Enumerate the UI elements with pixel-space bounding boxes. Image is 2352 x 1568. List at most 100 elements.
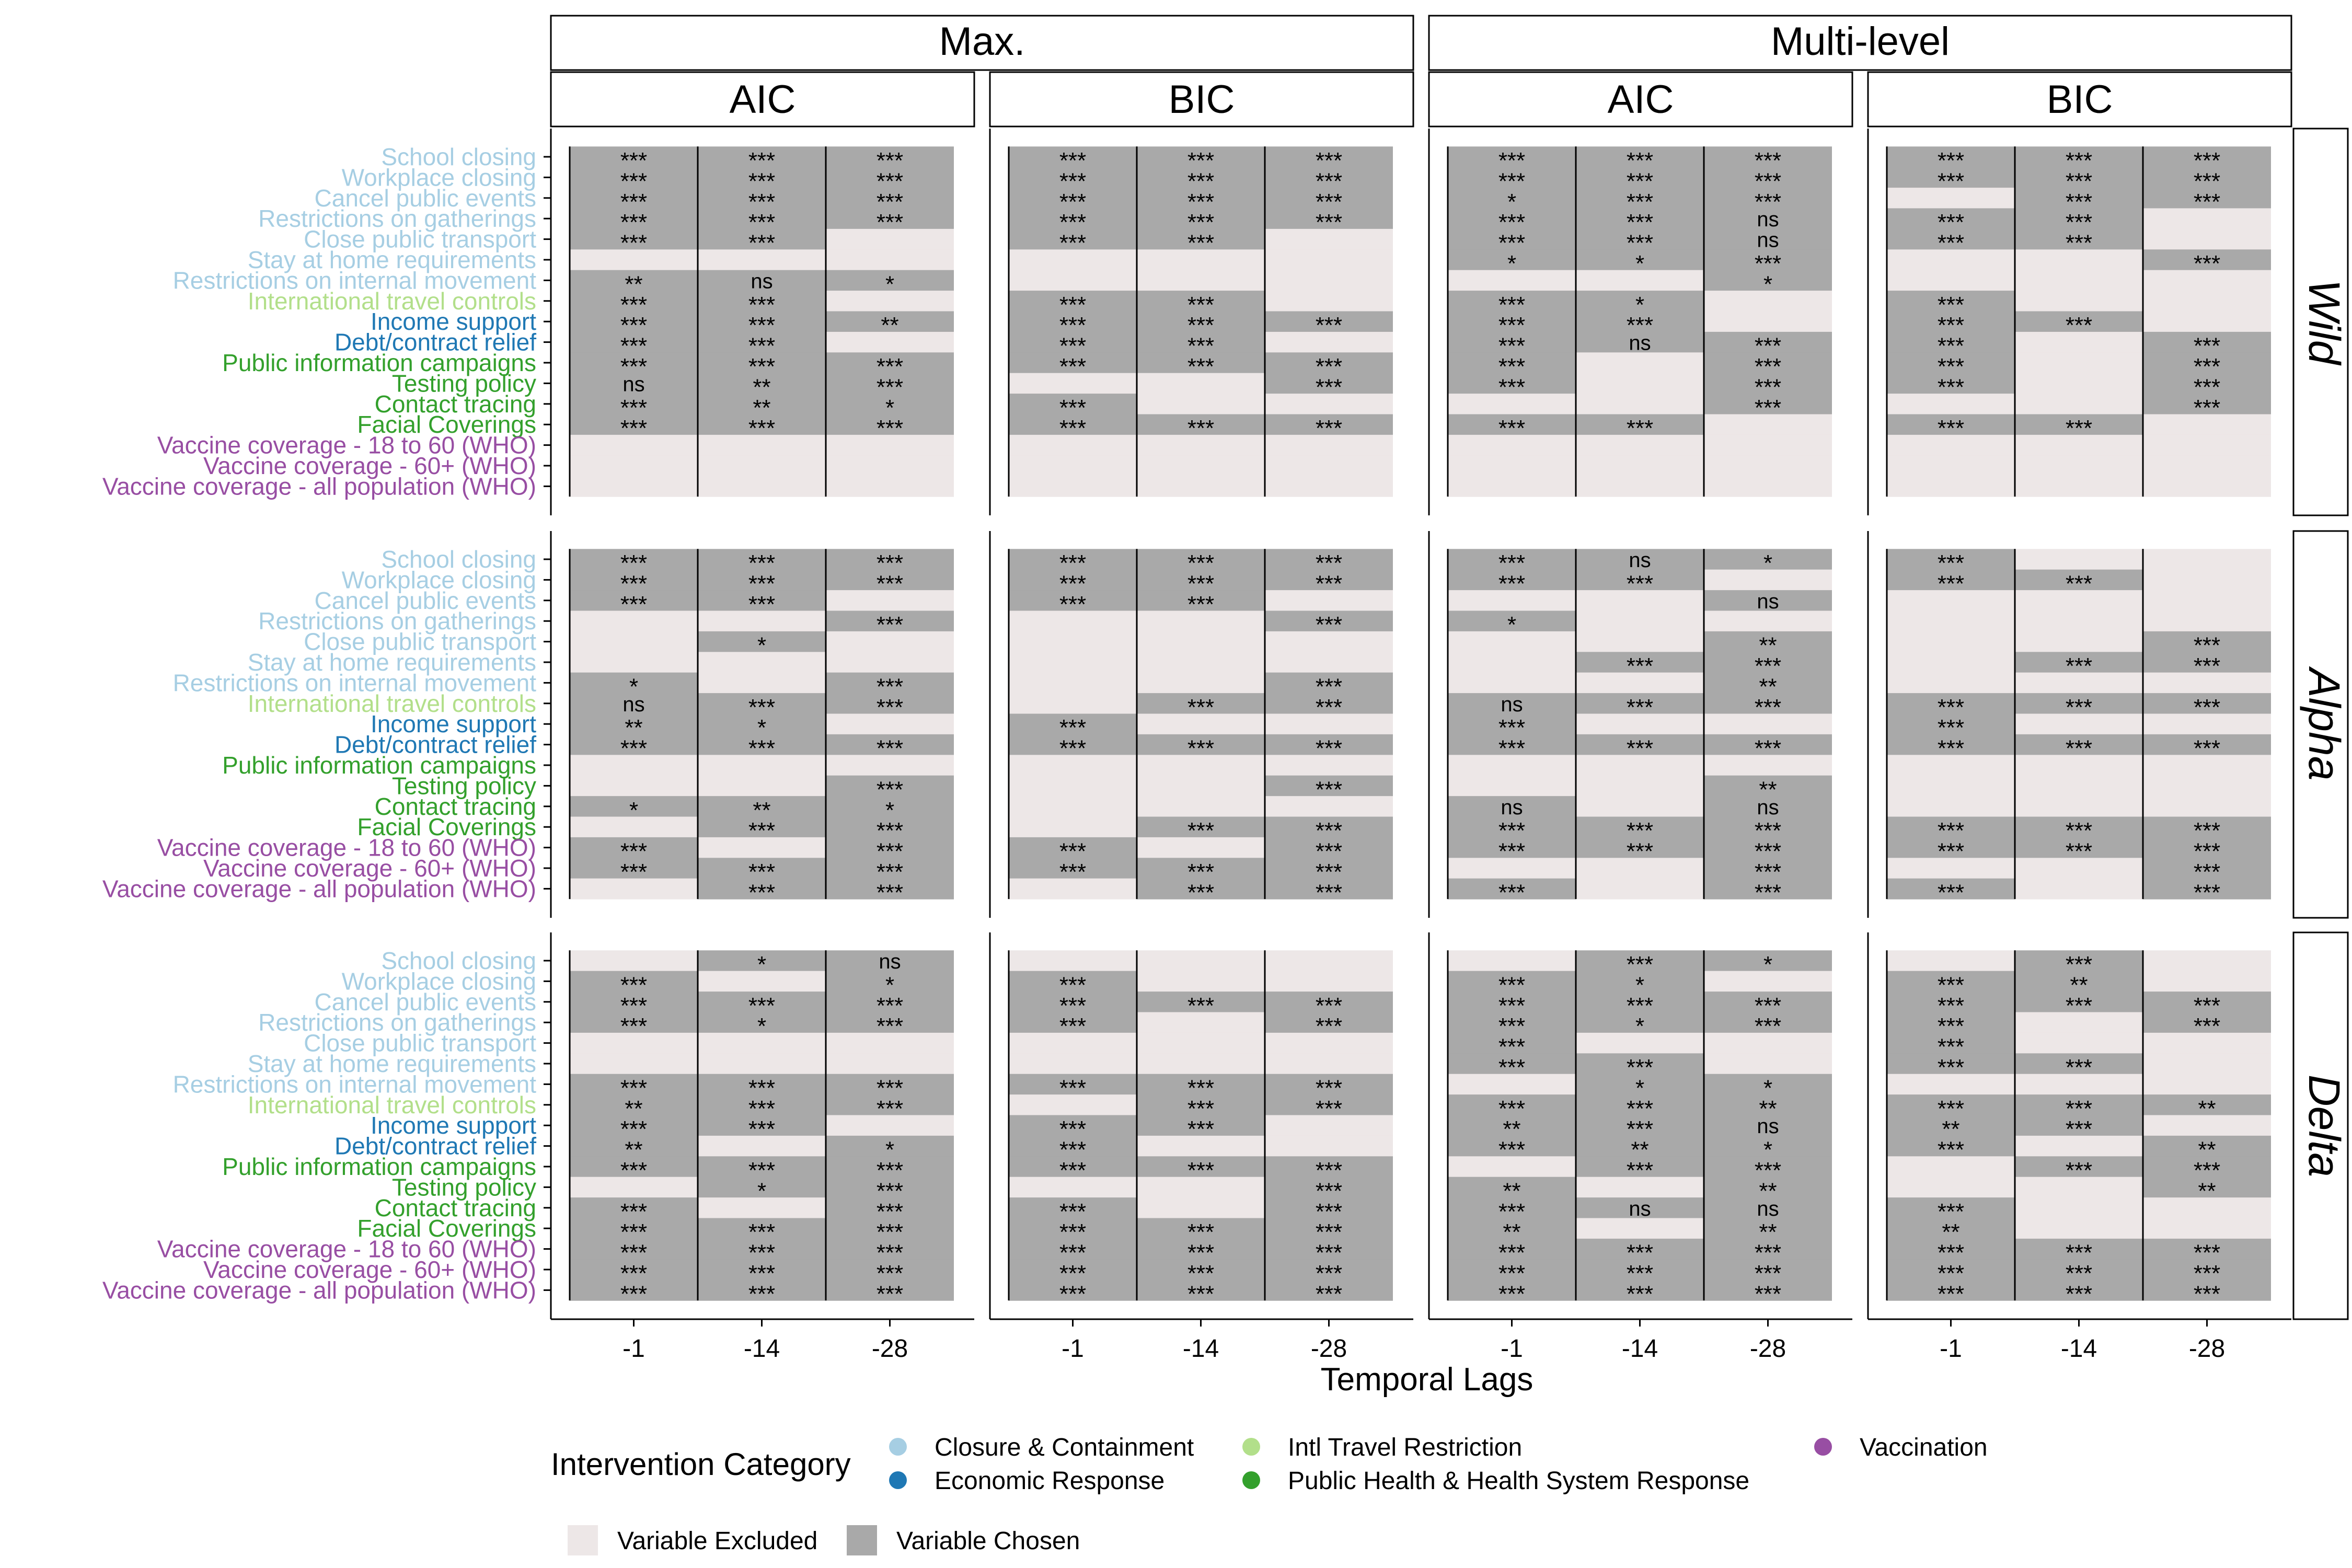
significance-label: ***	[877, 168, 903, 194]
significance-label: ***	[1187, 818, 1214, 844]
heatmap-tile	[1448, 1279, 1576, 1301]
method-strip	[1428, 15, 2292, 71]
heatmap-tile	[1704, 1032, 1832, 1054]
heatmap-tile	[1576, 373, 1704, 394]
significance-label: *	[629, 798, 638, 823]
significance-label: ***	[1316, 1178, 1342, 1204]
significance-label: ***	[1627, 230, 1653, 256]
significance-label: ***	[620, 571, 647, 596]
heatmap-tile	[2015, 1197, 2143, 1219]
heatmap-tile	[2015, 734, 2143, 755]
heatmap-tile	[2143, 858, 2271, 879]
y-tick-label: Vaccine coverage - 18 to 60 (WHO)	[157, 1236, 536, 1263]
heatmap-tile	[1137, 1115, 1265, 1136]
heatmap-tile	[2015, 476, 2143, 497]
heatmap-tile	[1137, 775, 1265, 797]
heatmap-tile	[2015, 590, 2143, 612]
heatmap-tile	[1448, 455, 1576, 477]
significance-label: ***	[1938, 839, 1964, 864]
heatmap-tile	[1448, 352, 1576, 374]
heatmap-tile	[1137, 1259, 1265, 1281]
heatmap-tile	[1576, 590, 1704, 612]
significance-label: ***	[620, 230, 647, 256]
significance-label: *	[1507, 612, 1516, 638]
heatmap-tile	[570, 1053, 698, 1075]
heatmap-tile	[1704, 373, 1832, 394]
y-tick-label: Vaccine coverage - all population (WHO)	[102, 875, 536, 902]
y-tick-label: Public information campaigns	[222, 752, 536, 779]
heatmap-tile	[1704, 1135, 1832, 1157]
heatmap-tile	[1887, 249, 2015, 271]
heatmap-tile	[1704, 950, 1832, 972]
heatmap-tile	[1137, 1197, 1265, 1219]
heatmap-tile	[2143, 228, 2271, 250]
heatmap-tile	[1887, 590, 2015, 612]
heatmap-tile	[1009, 610, 1137, 632]
heatmap-tile	[826, 971, 954, 992]
significance-label: ***	[877, 210, 903, 235]
heatmap-tile	[1704, 652, 1832, 673]
significance-label: ***	[2066, 1240, 2092, 1266]
heatmap-tile	[2015, 188, 2143, 209]
heatmap-tile	[1009, 631, 1137, 652]
heatmap-tile	[2015, 1135, 2143, 1157]
significance-label: ***	[1187, 880, 1214, 905]
significance-label: ***	[620, 333, 647, 359]
heatmap-tile	[1704, 1177, 1832, 1198]
heatmap-tile	[2143, 878, 2271, 900]
heatmap-tile	[1265, 590, 1393, 612]
heatmap-tile	[2143, 713, 2271, 735]
significance-label: ***	[1187, 1281, 1214, 1307]
significance-label: ***	[1059, 972, 1086, 998]
heatmap-tile	[2143, 1032, 2271, 1054]
significance-label: ***	[748, 168, 775, 194]
heatmap-tile	[1009, 1238, 1137, 1260]
legend-label: Intl Travel Restriction	[1288, 1434, 1522, 1461]
significance-label: ***	[2066, 818, 2092, 844]
heatmap-tile	[1887, 1074, 2015, 1095]
heatmap-tile	[826, 569, 954, 591]
heatmap-tile	[570, 713, 698, 735]
heatmap-tile	[570, 652, 698, 673]
heatmap-tile	[1704, 858, 1832, 879]
heatmap-tile	[1576, 167, 1704, 188]
significance-label: ***	[620, 592, 647, 617]
heatmap-tile	[1448, 1094, 1576, 1116]
significance-label: ***	[1187, 592, 1214, 617]
heatmap-tile	[570, 1012, 698, 1033]
significance-label: ***	[2194, 1240, 2220, 1266]
heatmap-tile	[1704, 816, 1832, 838]
significance-label: ***	[2194, 374, 2220, 400]
heatmap-tile	[1009, 775, 1137, 797]
heatmap-tile	[1009, 291, 1137, 312]
heatmap-tile	[1576, 208, 1704, 229]
significance-label: ***	[877, 571, 903, 596]
heatmap-tile	[1576, 414, 1704, 435]
heatmap-tile	[1576, 1279, 1704, 1301]
heatmap-tile	[1137, 352, 1265, 374]
significance-label: ***	[1059, 354, 1086, 379]
significance-label: ***	[620, 972, 647, 998]
significance-label: ***	[1059, 148, 1086, 174]
y-tick-label: Restrictions on internal movement	[173, 669, 537, 696]
heatmap-tile	[1137, 1053, 1265, 1075]
y-tick-label: Facial Coverings	[357, 813, 536, 840]
heatmap-tile	[1887, 208, 2015, 229]
heatmap-tile	[1576, 1259, 1704, 1281]
significance-label: ***	[2194, 333, 2220, 359]
significance-label: ***	[620, 1261, 647, 1286]
heatmap-tile	[1265, 1053, 1393, 1075]
heatmap-tile	[1009, 434, 1137, 456]
significance-label: ***	[1498, 333, 1525, 359]
significance-label: ***	[620, 292, 647, 318]
heatmap-tile	[1265, 950, 1393, 972]
significance-label: ***	[2194, 395, 2220, 421]
significance-label: ***	[1755, 818, 1781, 844]
significance-label: ***	[2066, 695, 2092, 720]
significance-label: ***	[1059, 1240, 1086, 1266]
significance-label: ***	[2066, 736, 2092, 762]
heatmap-tile	[1887, 352, 2015, 374]
significance-label: ***	[877, 189, 903, 215]
significance-label: **	[753, 374, 770, 400]
significance-label: ***	[1755, 1013, 1781, 1039]
